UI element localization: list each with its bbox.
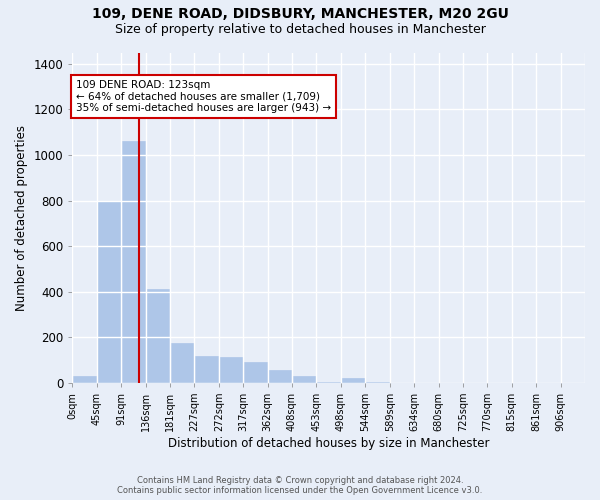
Bar — [170, 343, 194, 383]
Bar — [122, 142, 145, 383]
Bar — [146, 290, 169, 383]
Text: 109, DENE ROAD, DIDSBURY, MANCHESTER, M20 2GU: 109, DENE ROAD, DIDSBURY, MANCHESTER, M2… — [92, 8, 508, 22]
Bar — [220, 356, 242, 383]
Text: Size of property relative to detached houses in Manchester: Size of property relative to detached ho… — [115, 22, 485, 36]
Text: Contains HM Land Registry data © Crown copyright and database right 2024.
Contai: Contains HM Land Registry data © Crown c… — [118, 476, 482, 495]
Bar — [341, 378, 365, 383]
X-axis label: Distribution of detached houses by size in Manchester: Distribution of detached houses by size … — [168, 437, 490, 450]
Bar — [293, 376, 316, 383]
Text: 109 DENE ROAD: 123sqm
← 64% of detached houses are smaller (1,709)
35% of semi-d: 109 DENE ROAD: 123sqm ← 64% of detached … — [76, 80, 331, 113]
Bar — [73, 376, 96, 383]
Bar — [366, 382, 389, 383]
Bar — [97, 200, 121, 383]
Bar — [244, 362, 267, 383]
Bar — [195, 356, 218, 383]
Y-axis label: Number of detached properties: Number of detached properties — [15, 124, 28, 310]
Bar — [268, 370, 292, 383]
Bar — [317, 382, 340, 383]
